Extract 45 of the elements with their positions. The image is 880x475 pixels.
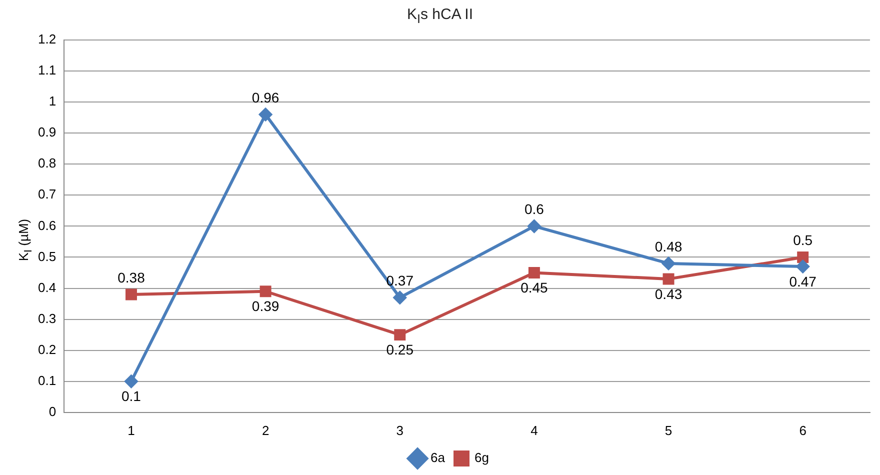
legend-label: 6g [474,450,489,466]
y-tick-label: 1.2 [38,32,56,47]
y-tick-label: 0.5 [38,248,56,264]
point [259,108,272,121]
y-tick-label: 0.9 [38,124,56,140]
y-tick-label: 0.7 [38,186,56,202]
y-tick-label: 1 [48,94,56,109]
x-tick-label: 3 [396,422,404,438]
legend-label: 6a [430,450,446,466]
data-label: 0.1 [122,388,142,404]
point [662,273,674,285]
point [796,260,810,274]
point [260,286,272,298]
y-tick-label: 0.6 [38,218,56,233]
x-tick-label: 4 [530,422,538,438]
point [662,256,676,270]
point [393,291,406,304]
point [394,329,406,341]
data-label: 0.6 [524,201,544,218]
point [124,374,138,388]
y-tick-label: 0.4 [38,280,56,295]
point [528,220,541,233]
data-label: 0.38 [118,269,146,286]
x-tick-label: 2 [262,422,270,438]
y-tick-label: 0.8 [38,156,56,171]
data-label: 0.25 [386,342,414,358]
data-label: 0.43 [654,286,682,302]
data-label: 0.5 [793,232,813,248]
y-tick-label: 0 [48,404,56,419]
y-tick-label: 0.3 [38,310,56,326]
chart-title: K$_{I}$s hCA II [406,6,474,26]
y-tick-label: 1.1 [38,62,56,78]
x-tick-label: 1 [128,422,135,438]
data-label: 0.47 [789,273,817,290]
data-label: 0.45 [520,280,548,296]
y-tick-label: 0.1 [38,372,56,388]
data-label: 0.48 [654,238,682,254]
point [797,251,809,263]
x-tick-label: 6 [799,422,806,438]
data-label: 0.39 [252,298,280,314]
point [125,288,137,300]
data-label: 0.96 [252,89,280,106]
x-tick-label: 5 [664,422,672,438]
point [528,267,540,278]
y-tick-label: 0.2 [38,342,56,357]
